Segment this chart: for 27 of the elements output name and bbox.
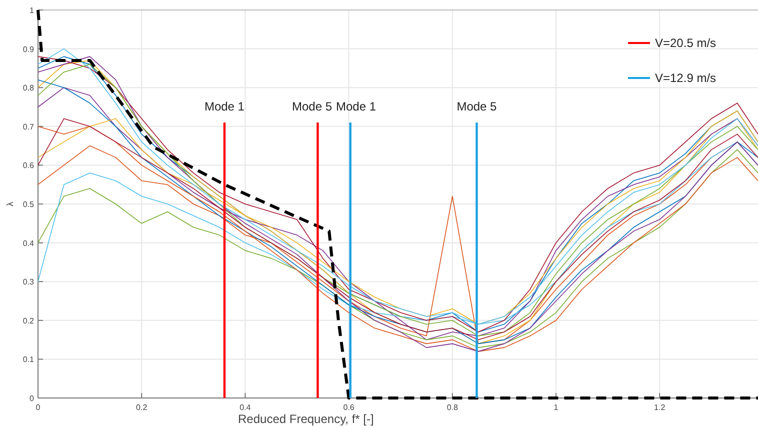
annotation: Mode 1 (204, 100, 245, 114)
legend-label: V=12.9 m/s (655, 71, 716, 85)
y-tick-label: 0.3 (22, 278, 35, 287)
y-tick-label: 0.1 (22, 355, 35, 364)
x-tick-label: 0 (36, 403, 41, 412)
x-tick-label: 0.2 (136, 403, 148, 412)
x-tick-label: 0.4 (240, 403, 252, 412)
y-tick-label: 0.4 (22, 238, 35, 248)
line-series (36, 8, 758, 400)
y-tick-label: 0.7 (22, 122, 35, 132)
y-tick-label: 0.5 (22, 200, 35, 209)
y-tick-label: 0.6 (22, 161, 35, 170)
y-tick-label: 0.9 (22, 44, 35, 54)
annotation: Mode 5 (292, 100, 332, 114)
y-tick-label: 0 (30, 394, 35, 403)
annotation: Mode 5 (456, 100, 498, 114)
y-tick-label: 0.2 (22, 316, 35, 326)
x-tick-label: 1.2 (654, 403, 666, 412)
x-axis-title: Reduced Frequency, f* [-] (238, 412, 374, 426)
y-axis-title: λ (5, 201, 15, 206)
annotation: Mode 1 (336, 100, 376, 114)
y-tick-label: 1 (30, 6, 35, 15)
x-tick-label: 1 (554, 403, 559, 412)
legend-label: V=20.5 m/s (655, 36, 716, 50)
y-tick-label: 0.8 (22, 84, 35, 93)
x-tick-label: 0.6 (343, 403, 355, 412)
x-tick-label: 0.8 (446, 403, 458, 412)
